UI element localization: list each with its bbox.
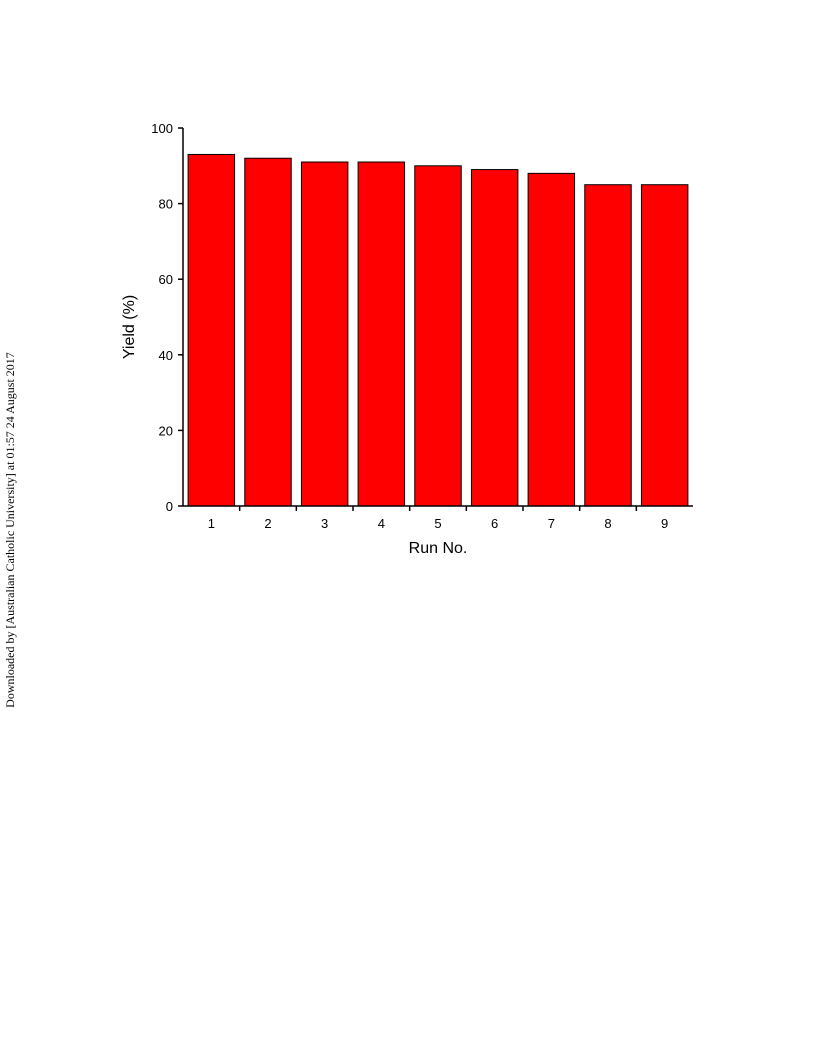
download-note: Downloaded by [Australian Catholic Unive…	[3, 352, 17, 708]
x-tick-label: 8	[604, 516, 611, 531]
bar	[187, 153, 236, 507]
x-tick-label: 9	[661, 516, 668, 531]
x-tick-label: 7	[548, 516, 555, 531]
bar	[244, 157, 292, 507]
y-tick-label: 0	[166, 499, 173, 514]
x-tick-label: 1	[208, 516, 215, 531]
y-tick-label: 60	[159, 272, 173, 287]
x-tick-label: 4	[378, 516, 385, 531]
bar	[414, 165, 462, 507]
bar	[470, 169, 519, 507]
bar	[584, 184, 632, 507]
y-tick-label: 40	[159, 348, 173, 363]
bar	[640, 184, 689, 507]
x-tick-label: 5	[434, 516, 441, 531]
x-tick-label: 3	[321, 516, 328, 531]
y-tick-label: 20	[159, 423, 173, 438]
x-tick-label: 6	[491, 516, 498, 531]
y-axis-label: Yield (%)	[121, 295, 138, 359]
bar	[300, 161, 349, 507]
y-tick-label: 100	[151, 121, 173, 136]
x-axis-label: Run No.	[409, 540, 468, 557]
y-tick-label: 80	[159, 197, 173, 212]
bar	[357, 161, 406, 507]
x-tick-label: 2	[264, 516, 271, 531]
bar	[527, 172, 576, 507]
